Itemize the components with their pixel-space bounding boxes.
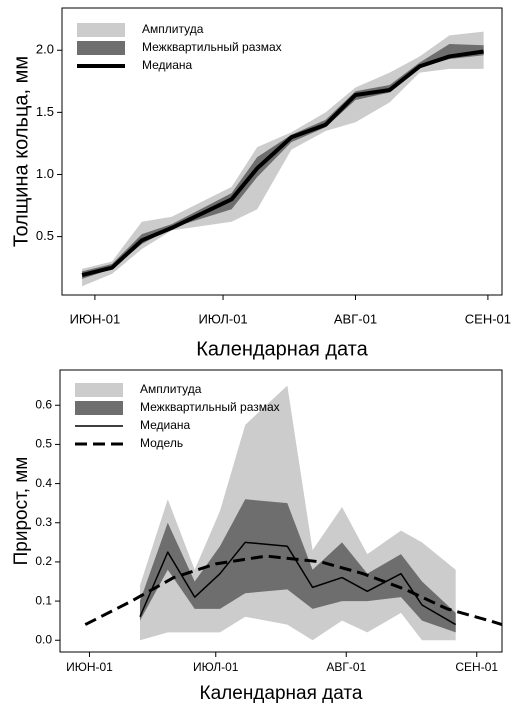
y-tick-label: 1.5 <box>36 104 54 119</box>
y-axis-label: Толщина кольца, мм <box>10 56 32 247</box>
legend-swatch <box>77 23 125 37</box>
legend-label: Медиана <box>140 418 191 432</box>
y-axis-label: Прирост, мм <box>11 457 32 566</box>
legend-label: Межквартильный размах <box>142 40 282 54</box>
x-tick-label: СЕН-01 <box>455 660 498 674</box>
y-tick-label: 0.6 <box>35 397 52 411</box>
band <box>139 499 456 633</box>
y-tick-label: 0.2 <box>35 554 52 568</box>
y-tick-label: 2.0 <box>36 42 54 57</box>
legend-label: Амплитуда <box>142 22 204 36</box>
x-tick-label: АВГ-01 <box>334 311 377 326</box>
y-tick-label: 0.5 <box>36 228 54 243</box>
legend-label: Медиана <box>142 58 193 72</box>
x-tick-label: ИЮН-01 <box>66 660 113 674</box>
band <box>82 44 484 279</box>
x-tick-label: ИЮЛ-01 <box>198 311 247 326</box>
legend-label: Амплитуда <box>140 382 202 396</box>
y-tick-label: 0.0 <box>35 632 52 646</box>
x-tick-label: ИЮЛ-01 <box>193 660 239 674</box>
x-axis-label: Календарная дата <box>196 338 368 360</box>
legend-swatch <box>75 401 123 415</box>
legend-swatch <box>75 383 123 397</box>
y-tick-label: 0.3 <box>35 515 52 529</box>
plot-frame <box>59 369 503 653</box>
y-tick-label: 1.0 <box>36 166 54 181</box>
y-tick-label: 0.1 <box>35 593 52 607</box>
plot-frame <box>61 7 503 296</box>
x-tick-label: СЕН-01 <box>465 311 511 326</box>
line <box>81 49 484 278</box>
line <box>139 541 457 626</box>
line <box>84 554 502 627</box>
x-axis-label: Календарная дата <box>200 683 363 704</box>
legend-label: Межквартильный размах <box>140 400 280 414</box>
legend-swatch <box>77 41 125 55</box>
x-tick-label: АВГ-01 <box>326 660 366 674</box>
y-tick-label: 0.4 <box>35 476 52 490</box>
legend-label: Модель <box>140 436 183 450</box>
y-tick-label: 0.5 <box>35 437 52 451</box>
x-tick-label: ИЮН-01 <box>70 311 121 326</box>
